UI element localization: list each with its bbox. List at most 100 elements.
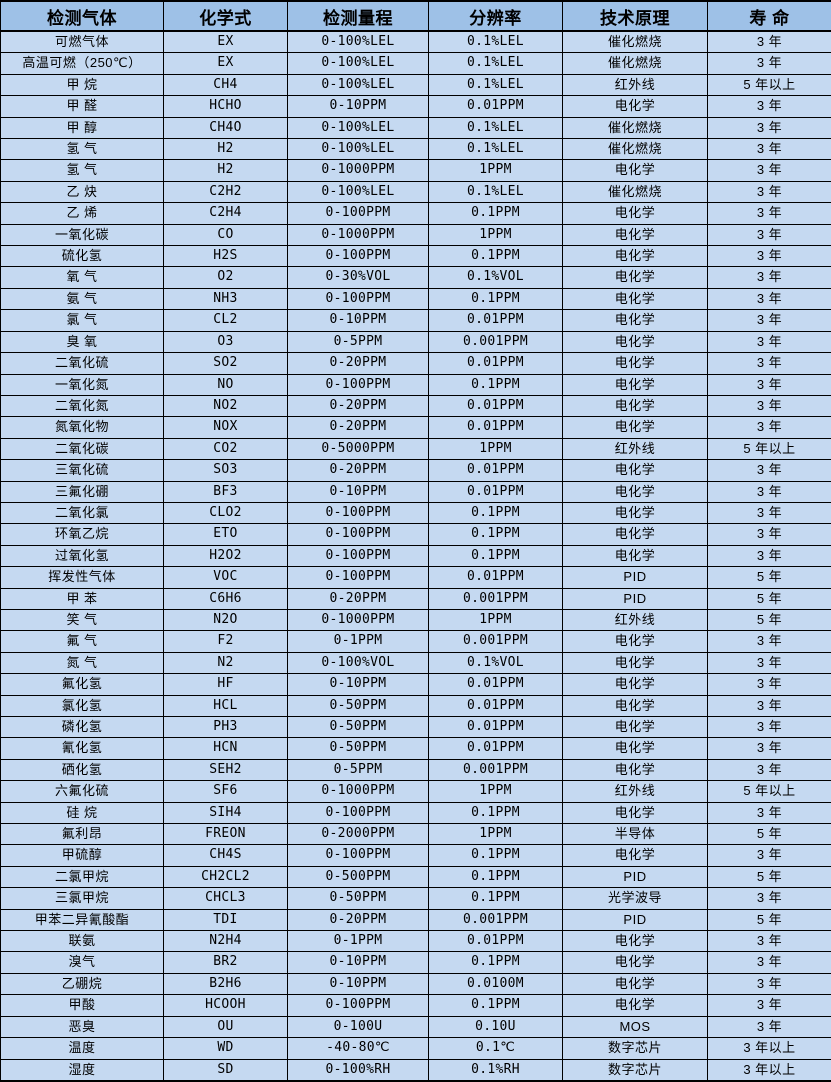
cell-lifespan: 3 年 — [708, 395, 831, 416]
cell-lifespan: 3 年 — [708, 267, 831, 288]
cell-chemical-formula: CLO2 — [164, 502, 288, 523]
cell-detection-range: 0-100PPM — [288, 545, 429, 566]
cell-chemical-formula: C2H2 — [164, 181, 288, 202]
cell-gas-name: 硫化氢 — [1, 246, 164, 267]
cell-resolution: 0.01PPM — [429, 460, 563, 481]
cell-chemical-formula: EX — [164, 31, 288, 53]
cell-gas-name: 氧 气 — [1, 267, 164, 288]
cell-chemical-formula: WD — [164, 1038, 288, 1059]
cell-chemical-formula: CH2CL2 — [164, 866, 288, 887]
cell-lifespan: 3 年 — [708, 717, 831, 738]
cell-detection-range: 0-1000PPM — [288, 609, 429, 630]
cell-gas-name: 甲酸 — [1, 995, 164, 1016]
cell-technology: 电化学 — [563, 931, 708, 952]
cell-lifespan: 3 年 — [708, 952, 831, 973]
cell-detection-range: 0-30%VOL — [288, 267, 429, 288]
cell-technology: PID — [563, 909, 708, 930]
cell-chemical-formula: EX — [164, 53, 288, 74]
cell-lifespan: 3 年 — [708, 481, 831, 502]
cell-lifespan: 3 年 — [708, 203, 831, 224]
cell-chemical-formula: SEH2 — [164, 759, 288, 780]
cell-lifespan: 5 年 — [708, 588, 831, 609]
cell-chemical-formula: H2 — [164, 139, 288, 160]
cell-detection-range: 0-50PPM — [288, 717, 429, 738]
cell-detection-range: 0-1000PPM — [288, 224, 429, 245]
cell-chemical-formula: N2H4 — [164, 931, 288, 952]
cell-detection-range: 0-50PPM — [288, 695, 429, 716]
cell-gas-name: 氢 气 — [1, 139, 164, 160]
cell-resolution: 0.1PPM — [429, 524, 563, 545]
cell-resolution: 1PPM — [429, 224, 563, 245]
cell-resolution: 0.1%LEL — [429, 117, 563, 138]
cell-resolution: 0.1%VOL — [429, 267, 563, 288]
cell-resolution: 0.1%LEL — [429, 181, 563, 202]
cell-gas-name: 二氧化氮 — [1, 395, 164, 416]
cell-technology: 电化学 — [563, 203, 708, 224]
cell-chemical-formula: CH4 — [164, 74, 288, 95]
cell-resolution: 0.01PPM — [429, 395, 563, 416]
cell-technology: 电化学 — [563, 160, 708, 181]
cell-resolution: 0.1PPM — [429, 845, 563, 866]
cell-detection-range: 0-10PPM — [288, 973, 429, 994]
cell-lifespan: 3 年 — [708, 802, 831, 823]
cell-resolution: 1PPM — [429, 609, 563, 630]
cell-lifespan: 3 年 — [708, 973, 831, 994]
cell-detection-range: 0-10PPM — [288, 310, 429, 331]
cell-chemical-formula: N2 — [164, 652, 288, 673]
cell-lifespan: 3 年 — [708, 117, 831, 138]
cell-detection-range: 0-100PPM — [288, 845, 429, 866]
cell-technology: 电化学 — [563, 845, 708, 866]
cell-detection-range: 0-100%LEL — [288, 117, 429, 138]
cell-detection-range: 0-10PPM — [288, 481, 429, 502]
cell-detection-range: 0-1000PPM — [288, 781, 429, 802]
cell-technology: 电化学 — [563, 802, 708, 823]
cell-gas-name: 氮氧化物 — [1, 417, 164, 438]
cell-chemical-formula: CHCL3 — [164, 888, 288, 909]
cell-technology: 数字芯片 — [563, 1059, 708, 1081]
cell-chemical-formula: H2S — [164, 246, 288, 267]
cell-gas-name: 硒化氢 — [1, 759, 164, 780]
cell-gas-name: 三氯甲烷 — [1, 888, 164, 909]
cell-gas-name: 挥发性气体 — [1, 567, 164, 588]
cell-lifespan: 3 年 — [708, 631, 831, 652]
cell-lifespan: 3 年 — [708, 502, 831, 523]
column-header-detection-range: 检测量程 — [288, 1, 429, 31]
cell-technology: 电化学 — [563, 502, 708, 523]
cell-detection-range: 0-100%LEL — [288, 139, 429, 160]
column-header-resolution: 分辨率 — [429, 1, 563, 31]
cell-resolution: 0.1PPM — [429, 246, 563, 267]
cell-detection-range: 0-2000PPM — [288, 824, 429, 845]
cell-detection-range: 0-50PPM — [288, 738, 429, 759]
cell-resolution: 0.01PPM — [429, 674, 563, 695]
cell-gas-name: 氟利昂 — [1, 824, 164, 845]
cell-chemical-formula: BR2 — [164, 952, 288, 973]
cell-technology: 电化学 — [563, 395, 708, 416]
cell-lifespan: 3 年 — [708, 139, 831, 160]
cell-chemical-formula: SO3 — [164, 460, 288, 481]
cell-detection-range: 0-10PPM — [288, 674, 429, 695]
cell-chemical-formula: NO — [164, 374, 288, 395]
cell-chemical-formula: NOX — [164, 417, 288, 438]
cell-lifespan: 3 年 — [708, 460, 831, 481]
cell-technology: 电化学 — [563, 310, 708, 331]
cell-resolution: 0.1PPM — [429, 502, 563, 523]
cell-detection-range: 0-100PPM — [288, 288, 429, 309]
cell-resolution: 1PPM — [429, 438, 563, 459]
cell-chemical-formula: NO2 — [164, 395, 288, 416]
cell-technology: 电化学 — [563, 631, 708, 652]
cell-technology: 电化学 — [563, 524, 708, 545]
cell-technology: 半导体 — [563, 824, 708, 845]
